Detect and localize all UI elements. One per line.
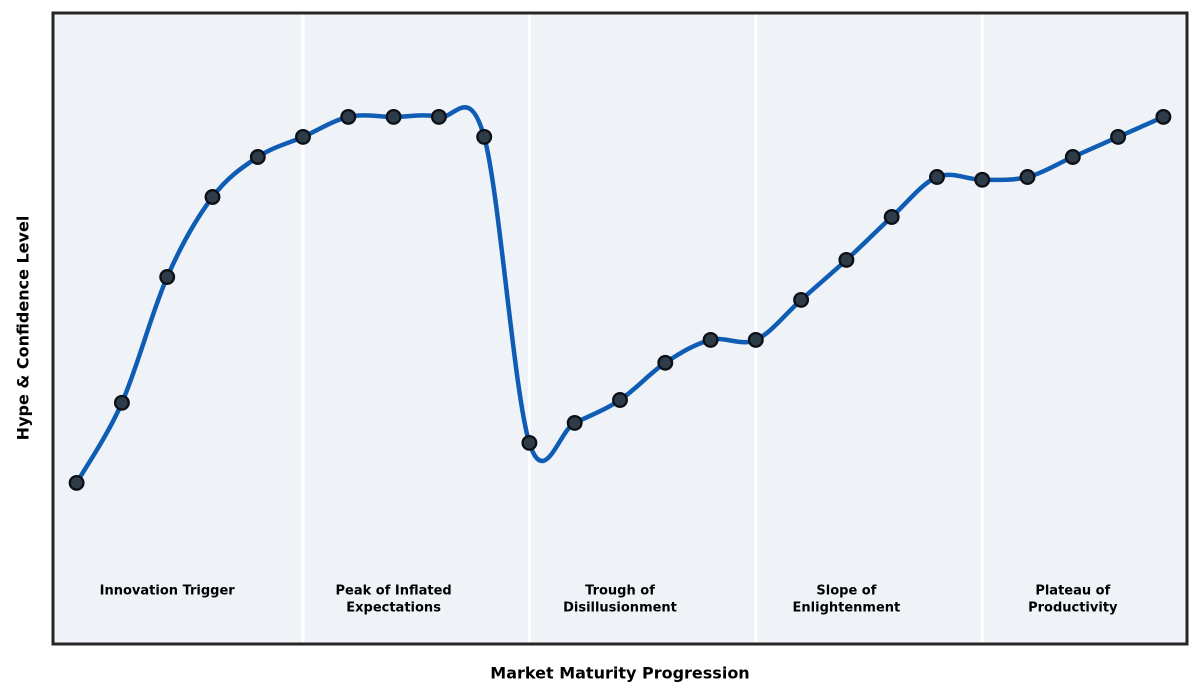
plot-border xyxy=(51,11,1189,646)
phase-label-line: Peak of Inflated xyxy=(335,583,451,598)
phase-label: Innovation Trigger xyxy=(100,583,236,598)
data-point-marker xyxy=(113,394,130,411)
data-point-marker xyxy=(249,149,266,165)
phase-label-line: Enlightenment xyxy=(793,600,901,615)
data-point-marker xyxy=(702,331,719,348)
phase-label: Trough of Disillusionment xyxy=(563,583,677,615)
phase-label-line: Innovation Trigger xyxy=(100,583,236,598)
phase-label: Plateau of Productivity xyxy=(1028,583,1118,615)
phase-label: Peak of Inflated Expectations xyxy=(335,583,451,615)
data-point-marker xyxy=(612,392,628,408)
data-point-marker xyxy=(476,128,493,145)
data-point-marker xyxy=(974,171,991,188)
data-point-marker xyxy=(1064,149,1081,165)
data-point-marker xyxy=(1155,108,1172,125)
phase-label-line: Expectations xyxy=(346,600,441,615)
data-point-marker xyxy=(430,108,447,125)
data-point-marker xyxy=(159,269,176,285)
data-point-marker xyxy=(68,474,85,491)
phase-label-line: Plateau of xyxy=(1035,583,1110,598)
data-point-marker xyxy=(747,331,764,348)
data-point-marker xyxy=(566,414,583,431)
data-point-marker xyxy=(1110,128,1127,145)
phase-label-line: Trough of xyxy=(585,583,655,598)
phase-label-line: Productivity xyxy=(1028,600,1118,615)
data-point-marker xyxy=(204,189,221,205)
x-axis-label: Market Maturity Progression xyxy=(490,663,750,683)
data-point-marker xyxy=(521,434,538,451)
phase-label-line: Slope of xyxy=(816,583,876,598)
data-point-marker xyxy=(1019,169,1036,185)
data-point-marker xyxy=(340,108,357,125)
data-point-marker xyxy=(929,169,945,185)
phase-label-line: Disillusionment xyxy=(563,600,677,615)
data-point-marker xyxy=(657,354,674,371)
data-point-marker xyxy=(838,251,855,268)
phase-label: Slope of Enlightenment xyxy=(793,583,901,615)
plot-background xyxy=(53,13,1187,644)
data-point-marker xyxy=(793,291,810,308)
y-axis-label: Hype & Confidence Level xyxy=(13,215,33,441)
data-point-marker xyxy=(295,128,311,145)
data-point-marker xyxy=(883,209,900,225)
data-point-marker xyxy=(385,108,402,125)
